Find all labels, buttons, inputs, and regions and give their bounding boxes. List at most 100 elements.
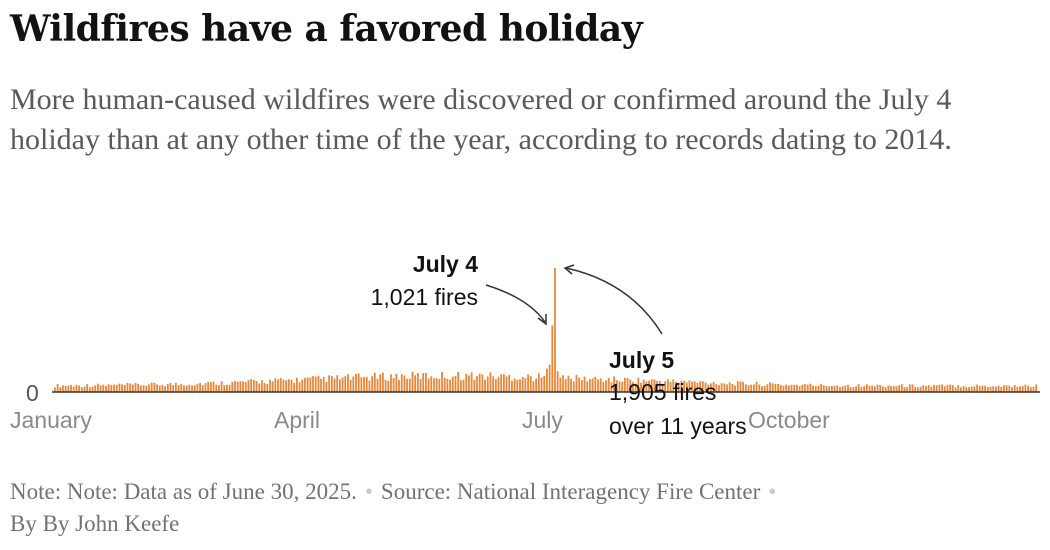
annotation-july5-arrow: [565, 267, 663, 335]
day-bar: [1019, 386, 1021, 392]
day-bar: [761, 386, 763, 392]
day-bar: [166, 384, 169, 392]
chart-subtitle: More human-caused wildfires were discove…: [10, 83, 952, 156]
day-bar: [653, 379, 656, 392]
day-bar: [209, 382, 212, 392]
day-bar: [605, 380, 607, 392]
day-bar: [943, 386, 946, 392]
day-bar: [355, 373, 357, 392]
day-bar: [72, 386, 75, 392]
day-bar: [693, 381, 696, 392]
day-bar: [513, 378, 516, 392]
day-bar: [298, 382, 301, 392]
day-bar: [546, 368, 548, 392]
day-bar: [102, 384, 105, 392]
day-bar: [1032, 386, 1035, 392]
day-bar: [107, 384, 110, 392]
day-bar: [634, 383, 637, 392]
day-bar: [572, 381, 575, 392]
day-bar: [244, 382, 247, 392]
day-bar: [900, 384, 903, 392]
day-bar: [314, 376, 317, 392]
day-bar: [441, 371, 443, 392]
day-bar: [672, 379, 675, 392]
day-bar: [589, 379, 591, 392]
day-bar: [688, 380, 691, 392]
day-bar: [403, 375, 406, 392]
day-bar: [591, 378, 594, 392]
day-bar: [341, 377, 344, 392]
day-bar: [981, 385, 984, 392]
day-bar: [497, 376, 500, 392]
day-bar: [852, 387, 855, 392]
day-bar: [951, 385, 954, 392]
day-bar: [640, 382, 642, 392]
day-bar: [519, 379, 521, 392]
day-bar: [812, 385, 814, 392]
bar-series: [54, 268, 1038, 392]
day-bar: [599, 378, 602, 392]
day-bar: [347, 374, 349, 392]
annotation-july4-title: July 4: [413, 251, 478, 277]
day-bar: [226, 384, 228, 392]
day-bar: [269, 379, 271, 392]
day-bar: [777, 383, 779, 392]
day-bar: [744, 384, 747, 392]
day-bar: [500, 374, 503, 392]
day-bar: [228, 384, 231, 392]
day-bar: [847, 384, 849, 392]
day-bar: [758, 384, 761, 392]
day-bar: [863, 386, 866, 392]
day-bar: [1008, 385, 1011, 392]
day-bar: [833, 386, 836, 392]
day-bar: [400, 374, 403, 392]
day-bar: [94, 385, 97, 392]
day-bar: [279, 378, 282, 392]
day-bar: [860, 386, 863, 392]
day-bar: [486, 376, 489, 392]
day-bar: [142, 385, 145, 392]
day-bar: [1011, 387, 1013, 392]
day-bar: [75, 384, 78, 392]
day-bar: [277, 379, 279, 392]
day-bar: [623, 377, 626, 392]
day-bar: [892, 386, 895, 392]
day-bar: [427, 378, 430, 392]
day-bar: [664, 381, 667, 392]
day-bar: [252, 379, 255, 392]
day-bar: [489, 372, 492, 392]
day-bar: [580, 380, 583, 392]
day-bar: [753, 384, 755, 392]
day-bar: [255, 381, 258, 392]
day-bar: [683, 380, 685, 392]
day-bar: [597, 379, 599, 392]
day-bar: [218, 385, 220, 392]
day-bar: [274, 378, 277, 392]
day-bar: [957, 385, 960, 392]
day-bar: [118, 383, 121, 392]
day-bar: [234, 381, 236, 392]
day-bar: [890, 386, 892, 392]
day-bar: [1035, 384, 1038, 392]
day-bar: [360, 377, 363, 392]
day-bar: [382, 372, 384, 392]
day-bar: [338, 379, 341, 392]
day-bar: [774, 383, 777, 392]
day-bar: [801, 384, 804, 392]
day-bar: [782, 385, 785, 392]
day-bar: [508, 375, 511, 392]
day-bar: [451, 376, 454, 392]
day-bar: [884, 387, 887, 392]
day-bar: [247, 380, 250, 392]
day-bar: [333, 378, 336, 392]
day-bar: [164, 386, 167, 392]
footer-separator: •: [768, 479, 777, 504]
day-bar: [129, 383, 132, 392]
day-bar: [610, 382, 613, 392]
day-bar: [922, 385, 925, 392]
day-bar: [992, 386, 995, 392]
day-bar: [336, 375, 339, 392]
day-bar: [435, 378, 438, 392]
day-bar: [392, 378, 395, 392]
x-tick-label-january: January: [10, 407, 92, 433]
